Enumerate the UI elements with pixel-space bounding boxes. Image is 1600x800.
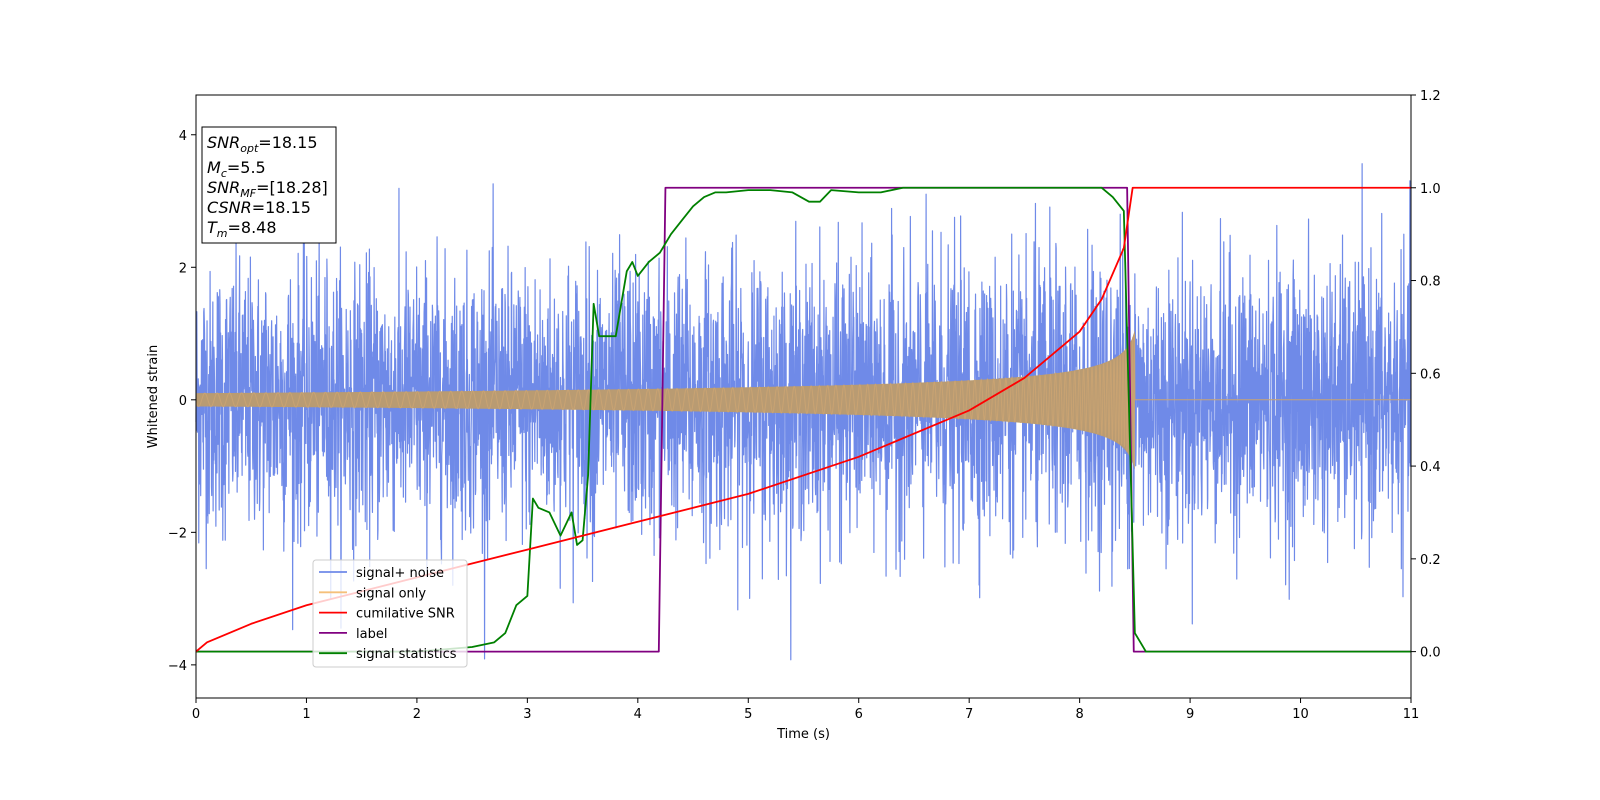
tm-value: =8.48	[228, 218, 277, 237]
snr-mf-text: SNRMF=[18.28]	[207, 178, 328, 200]
legend-label: label	[356, 627, 387, 642]
snr-mf-symbol: SNR	[207, 178, 240, 197]
tm-text: Tm=8.48	[207, 218, 277, 240]
tm-symbol: T	[207, 218, 218, 237]
info-box: SNRopt=18.15 Mc=5.5 SNRMF=[18.28] CSNR=1…	[201, 126, 337, 244]
y2-tick-label: 0.4	[1420, 460, 1441, 475]
csnr-symbol: CSNR	[207, 198, 252, 217]
mc-value: =5.5	[227, 158, 266, 177]
lines-layer	[195, 186, 1411, 653]
y2-tick-label: 0.6	[1420, 367, 1441, 382]
x-tick-label: 11	[1403, 707, 1420, 722]
snr-opt-symbol: SNR	[207, 133, 240, 152]
legend-label: signal statistics	[356, 647, 457, 662]
csnr-value: =18.15	[252, 198, 311, 217]
y-tick-label: −2	[168, 526, 187, 541]
cumilative-snr-line	[195, 186, 1411, 653]
csnr-text: CSNR=18.15	[207, 198, 311, 217]
y-tick-label: 4	[179, 129, 187, 144]
x-tick-label: 0	[192, 707, 200, 722]
snr-mf-subscript: MF	[240, 187, 256, 200]
signal-layer	[195, 330, 1411, 470]
mc-subscript: c	[221, 167, 227, 180]
legend-label: signal+ noise	[356, 566, 444, 581]
x-axis-label: Time (s)	[776, 727, 830, 742]
mc-symbol: M	[207, 158, 221, 177]
legend-label: signal only	[356, 586, 426, 601]
snr-mf-value: =[18.28]	[256, 178, 328, 197]
axes-layer: 0 1 2 3 4 5 6 7 8 9 10 11 −4 −2 0 2 4 0.0 0.2 0.4 0.6 0.8 1.0 1…	[168, 89, 1441, 722]
snr-opt-value: =18.15	[258, 133, 317, 152]
y-axis-label: Whitened strain	[146, 345, 161, 448]
legend: signal+ noise signal only cumilative SNR la…	[312, 559, 468, 668]
y2-tick-label: 0.8	[1420, 275, 1441, 290]
y-tick-label: 2	[179, 261, 187, 276]
x-tick-label: 5	[744, 707, 752, 722]
x-tick-label: 2	[413, 707, 421, 722]
x-tick-label: 7	[965, 707, 973, 722]
info-box-frame	[201, 126, 337, 244]
y2-tick-label: 0.0	[1420, 646, 1441, 661]
x-tick-label: 8	[1075, 707, 1083, 722]
legend-frame	[312, 559, 468, 668]
y-tick-label: 0	[179, 394, 187, 409]
x-tick-label: 10	[1292, 707, 1309, 722]
y2-tick-label: 1.0	[1420, 182, 1441, 197]
snr-opt-subscript: opt	[240, 142, 259, 155]
y-tick-label: −4	[168, 659, 187, 674]
y2-tick-label: 1.2	[1420, 89, 1441, 104]
x-tick-label: 6	[855, 707, 863, 722]
plot-frame	[195, 94, 1412, 699]
x-tick-label: 3	[523, 707, 531, 722]
x-tick-label: 4	[634, 707, 642, 722]
signal-only-line	[195, 334, 1411, 465]
x-tick-label: 1	[302, 707, 310, 722]
tm-subscript: m	[217, 227, 228, 240]
snr-opt-text: SNRopt=18.15	[207, 133, 318, 155]
legend-label: cumilative SNR	[356, 607, 455, 622]
x-tick-label: 9	[1186, 707, 1194, 722]
mc-text: Mc=5.5	[207, 158, 266, 180]
y2-tick-label: 0.2	[1420, 553, 1441, 568]
signal-statistics-line	[196, 186, 1411, 653]
